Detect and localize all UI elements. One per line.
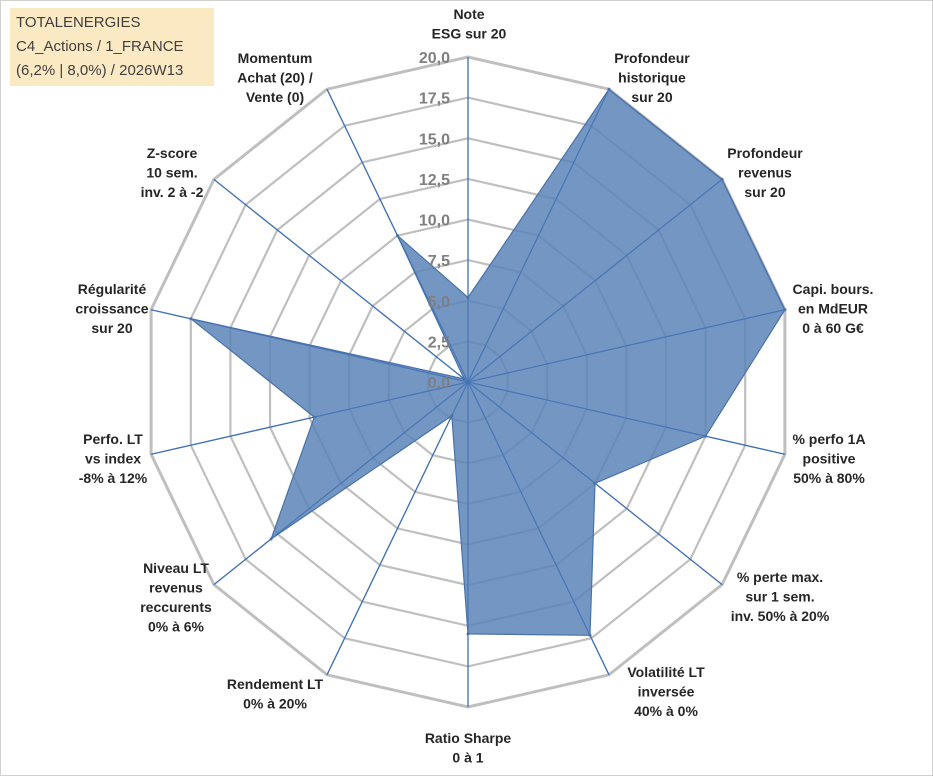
axis-label: 50% à 80% [793,470,865,486]
axis-label: 0 à 60 G€ [802,320,864,336]
tick-label: 0,0 [428,375,450,392]
tick-label: 10,0 [419,213,450,230]
axis-label: 0 à 1 [452,750,483,766]
data-point [462,377,466,381]
axis-label: sur 1 sem. [745,589,814,605]
axis-label: 40% à 0% [634,703,698,719]
axis-spoke-overlay [467,179,723,383]
axis-label: -8% à 12% [79,470,148,486]
axis-label: Vente (0) [246,89,304,105]
data-point [720,177,724,181]
tick-label: 15,0 [419,131,450,148]
axis-label: Ratio Sharpe [425,730,512,746]
axis-label: 10 sem. [146,165,197,181]
axis-spoke-overlay [213,381,469,585]
axis-label: Momentum [238,50,313,66]
axis-label: Profondeur [614,50,690,66]
axis-label: Note [453,6,484,22]
data-point [593,481,597,485]
axis-label: en MdEUR [798,301,868,317]
tick-label: 12,5 [419,172,450,189]
data-point [396,234,399,238]
axis-label: revenus [149,580,203,596]
axis-label: Régularité [78,281,147,297]
axis-spoke-overlay [467,381,786,455]
axis-label: Volatilité LT [627,664,705,680]
axis-label: Niveau LT [143,560,209,576]
axis-spoke-overlay [467,381,610,676]
axis-label: ESG sur 20 [432,26,507,42]
axis-label: inv. 50% à 20% [731,608,830,624]
axis-label: Z-score [147,145,198,161]
axis-label: historique [618,70,686,86]
axis-label: reccurents [140,599,212,615]
tick-label: 17,5 [419,91,450,108]
axis-label: Rendement LT [227,676,324,692]
axis-label: 0% à 6% [148,619,205,635]
axis-label: revenus [738,165,792,181]
data-point [312,415,316,419]
axis-label: Profondeur [727,145,803,161]
company-name: TOTALENERGIES [16,14,141,31]
data-point [450,414,454,418]
series-area [190,88,786,636]
axis-spoke-overlay [150,309,469,383]
axis-label: Perfo. LT [83,431,143,447]
data-point [189,317,193,321]
data-point [588,633,592,637]
axis-label: Capi. bours. [793,281,874,297]
axis-spoke-overlay [150,381,469,455]
data-point [466,632,470,636]
radial-tick-labels: 0,0 2,5 5,0 7,5 10,0 12,5 15,0 17,5 20,0 [419,50,450,392]
axis-spoke-overlay [326,381,469,676]
axis-label: positive [803,451,856,467]
axis-label: % perte max. [737,569,823,585]
axis-spoke-overlay [467,88,610,383]
axis-label: sur 20 [91,320,132,336]
radar-series [150,57,787,707]
portfolio-name: C4_Actions / 1_FRANCE [16,38,184,55]
period-info: (6,2% | 8,0%) / 2026W13 [16,62,184,79]
axis-label: inv. 2 à -2 [141,184,204,200]
axis-spoke-overlay [467,309,786,383]
axis-labels: Note ESG sur 20 Profondeur historique sur 20… [75,6,873,766]
axis-label: vs index [85,451,141,467]
data-point [466,296,470,299]
axis-label: % perfo 1A [792,431,865,447]
tick-label: 2,5 [428,334,450,351]
tick-label: 7,5 [428,253,450,270]
axis-label: sur 20 [744,184,785,200]
tick-label: 20,0 [419,50,450,67]
axis-label: sur 20 [631,89,672,105]
axis-spoke-overlay [213,179,469,383]
axis-label: inversée [638,684,695,700]
data-point [704,434,708,438]
axis-label: Achat (20) / [237,70,313,86]
data-point [269,537,273,541]
axis-label: croissance [75,301,148,317]
tick-label: 5,0 [428,294,450,311]
axis-label: 0% à 20% [243,696,307,712]
data-point [607,87,611,91]
data-point [783,308,787,312]
info-box: TOTALENERGIES C4_Actions / 1_FRANCE (6,2… [10,8,214,86]
